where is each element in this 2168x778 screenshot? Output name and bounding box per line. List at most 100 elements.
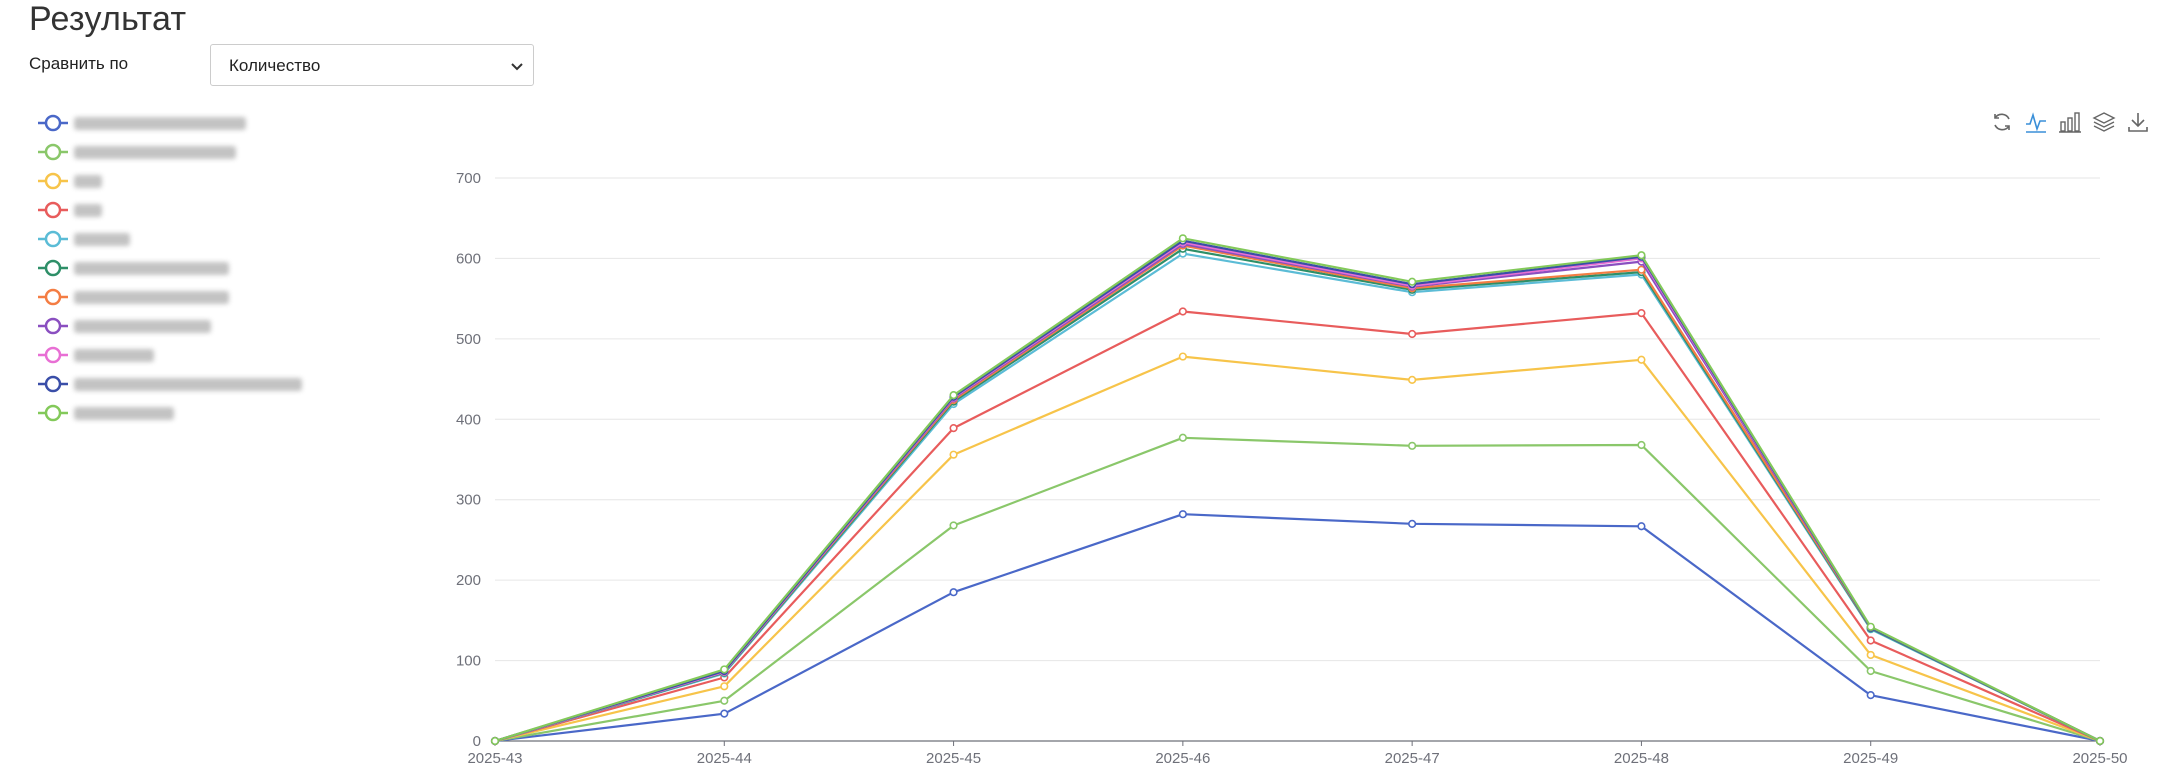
bar-chart-icon[interactable]: [2058, 110, 2082, 134]
data-point: [1866, 622, 1875, 631]
chart-toolbox: [1986, 110, 2156, 136]
data-point: [1866, 691, 1875, 700]
data-point: [490, 736, 500, 746]
legend-label-redacted: [74, 349, 154, 362]
legend-item[interactable]: [36, 137, 336, 166]
series-line: [494, 355, 2101, 743]
legend-item[interactable]: [36, 311, 336, 340]
legend-label-redacted: [74, 233, 130, 246]
legend-item[interactable]: [36, 340, 336, 369]
legend-item[interactable]: [36, 224, 336, 253]
x-tick-label: 2025-47: [1385, 750, 1440, 767]
data-point: [1178, 234, 1187, 243]
legend-item[interactable]: [36, 166, 336, 195]
chevron-down-icon: [511, 63, 523, 71]
legend-label-redacted: [74, 378, 302, 391]
data-point: [2095, 736, 2105, 746]
data-point: [949, 391, 958, 400]
data-point: [1408, 375, 1417, 384]
x-tick-label: 2025-46: [1155, 750, 1210, 767]
legend-marker-icon: [38, 346, 68, 364]
legend-marker-icon: [38, 375, 68, 393]
x-tick-label: 2025-50: [2072, 750, 2127, 767]
legend-label-redacted: [74, 117, 246, 130]
compare-by-value: Количество: [229, 56, 321, 75]
data-point: [1637, 265, 1646, 274]
data-point: [949, 588, 958, 597]
legend-item[interactable]: [36, 369, 336, 398]
series-line: [494, 436, 2101, 743]
data-point: [720, 665, 729, 674]
x-tick-label: 2025-45: [926, 750, 981, 767]
series-line: [494, 244, 2101, 743]
compare-by-label: Сравнить по: [29, 54, 129, 73]
legend-marker-icon: [38, 143, 68, 161]
data-point: [1637, 355, 1646, 364]
y-tick-label: 600: [456, 250, 481, 267]
y-tick-label: 500: [456, 331, 481, 348]
data-point: [1866, 650, 1875, 660]
data-point: [1178, 352, 1187, 361]
x-tick-label: 2025-48: [1614, 750, 1669, 767]
data-point: [949, 450, 958, 459]
legend-marker-icon: [38, 259, 68, 277]
page-title: Результат: [29, 0, 187, 38]
series-line: [494, 310, 2101, 743]
legend-marker-icon: [38, 114, 68, 132]
data-point: [1408, 519, 1417, 528]
series-line: [494, 237, 2101, 743]
legend-label-redacted: [74, 204, 102, 217]
y-tick-label: 300: [456, 492, 481, 509]
data-point: [720, 682, 729, 691]
data-point: [1637, 309, 1646, 318]
data-point: [1637, 522, 1646, 531]
data-point: [949, 424, 958, 433]
refresh-icon[interactable]: [1990, 110, 2014, 134]
y-tick-label: 400: [456, 411, 481, 428]
legend-marker-icon: [38, 201, 68, 219]
y-tick-label: 0: [473, 733, 481, 750]
compare-by-select[interactable]: Количество: [210, 44, 534, 86]
data-point: [1178, 510, 1187, 519]
data-point: [1408, 329, 1417, 339]
data-point: [1637, 440, 1646, 450]
data-point: [1178, 307, 1187, 316]
data-point: [1866, 666, 1875, 676]
legend-marker-icon: [38, 317, 68, 335]
legend-label-redacted: [74, 175, 102, 188]
legend-marker-icon: [38, 172, 68, 190]
legend-label-redacted: [74, 407, 174, 420]
legend-item[interactable]: [36, 282, 336, 311]
data-point: [720, 709, 729, 718]
legend-marker-icon: [38, 404, 68, 422]
legend-label-redacted: [74, 146, 236, 159]
line-chart-icon[interactable]: [2024, 110, 2048, 134]
download-icon[interactable]: [2126, 110, 2150, 134]
data-point: [720, 696, 729, 705]
chart-legend: [36, 108, 336, 427]
data-point: [1408, 441, 1417, 450]
legend-label-redacted: [74, 291, 229, 304]
data-point: [1866, 636, 1875, 645]
legend-item[interactable]: [36, 253, 336, 282]
data-point: [949, 521, 958, 530]
legend-item[interactable]: [36, 195, 336, 224]
data-point: [1637, 251, 1646, 260]
y-tick-label: 200: [456, 572, 481, 589]
x-tick-label: 2025-44: [697, 750, 752, 767]
legend-label-redacted: [74, 320, 211, 333]
legend-item[interactable]: [36, 398, 336, 427]
legend-marker-icon: [38, 288, 68, 306]
x-tick-label: 2025-49: [1843, 750, 1898, 767]
series-line: [494, 252, 2101, 743]
legend-marker-icon: [38, 230, 68, 248]
stack-icon[interactable]: [2092, 110, 2116, 134]
legend-item[interactable]: [36, 108, 336, 137]
legend-label-redacted: [74, 262, 229, 275]
x-tick-label: 2025-43: [467, 750, 522, 767]
data-point: [1408, 277, 1417, 286]
series-line: [494, 513, 2101, 743]
y-tick-label: 700: [456, 170, 481, 187]
data-point: [1178, 433, 1187, 442]
